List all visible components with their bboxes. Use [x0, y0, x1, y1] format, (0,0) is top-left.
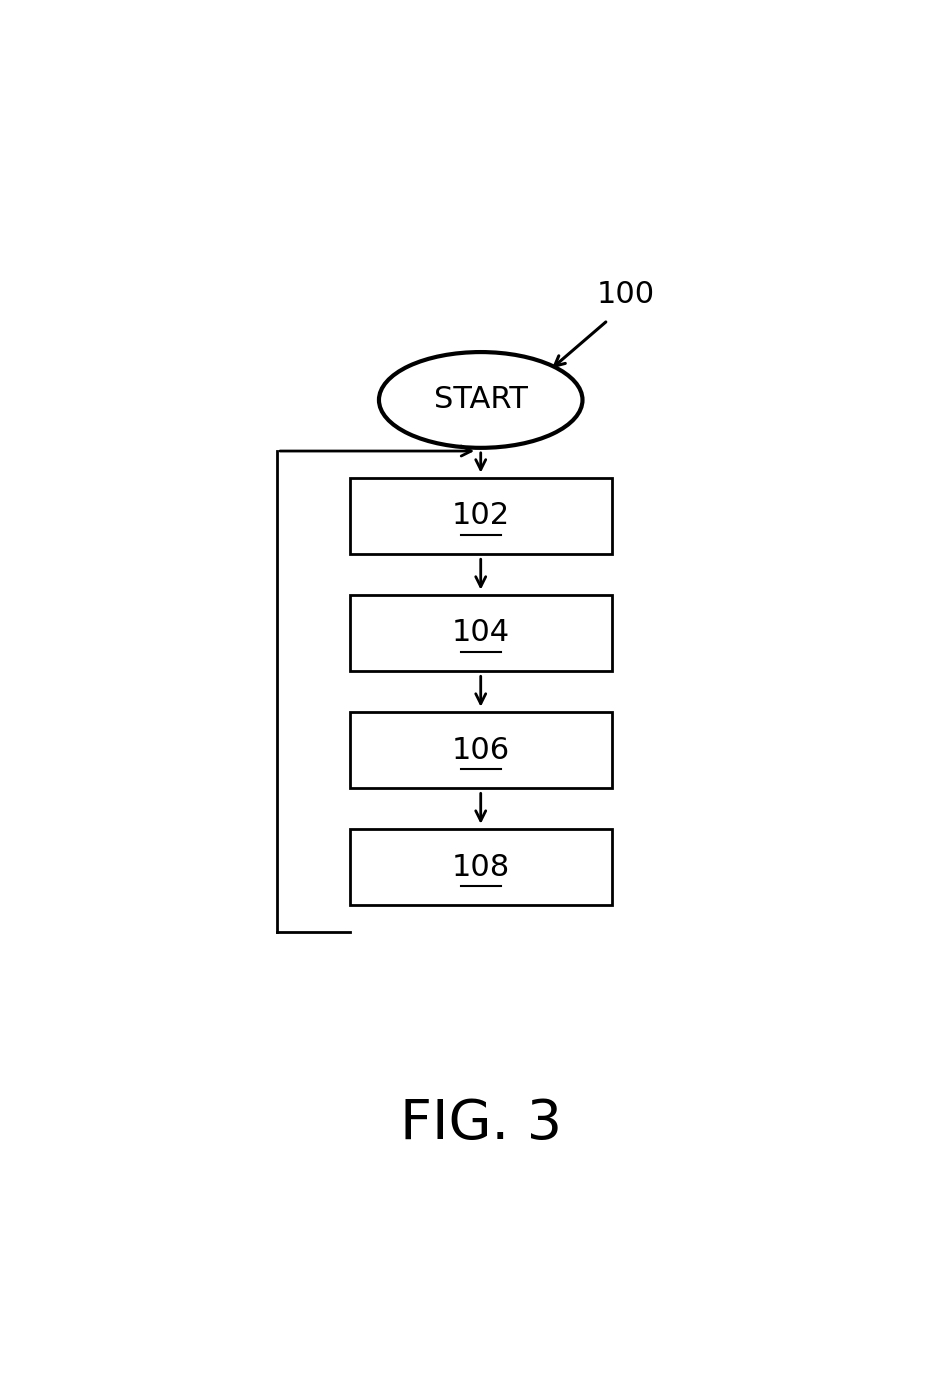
Text: 104: 104	[452, 619, 509, 648]
Text: 106: 106	[452, 735, 509, 764]
Text: 108: 108	[451, 853, 510, 882]
Text: START: START	[433, 386, 528, 415]
Text: 100: 100	[598, 281, 655, 310]
Text: 102: 102	[452, 502, 509, 531]
Text: FIG. 3: FIG. 3	[400, 1096, 562, 1151]
